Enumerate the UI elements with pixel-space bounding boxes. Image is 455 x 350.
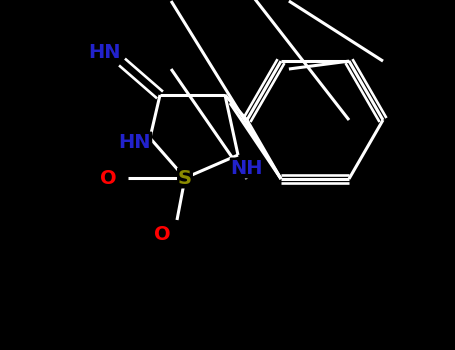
- Text: HN: HN: [119, 133, 151, 152]
- Text: NH: NH: [231, 159, 263, 177]
- Text: O: O: [154, 225, 170, 245]
- Text: O: O: [100, 168, 116, 188]
- Text: HN: HN: [89, 43, 121, 63]
- Text: S: S: [178, 168, 192, 188]
